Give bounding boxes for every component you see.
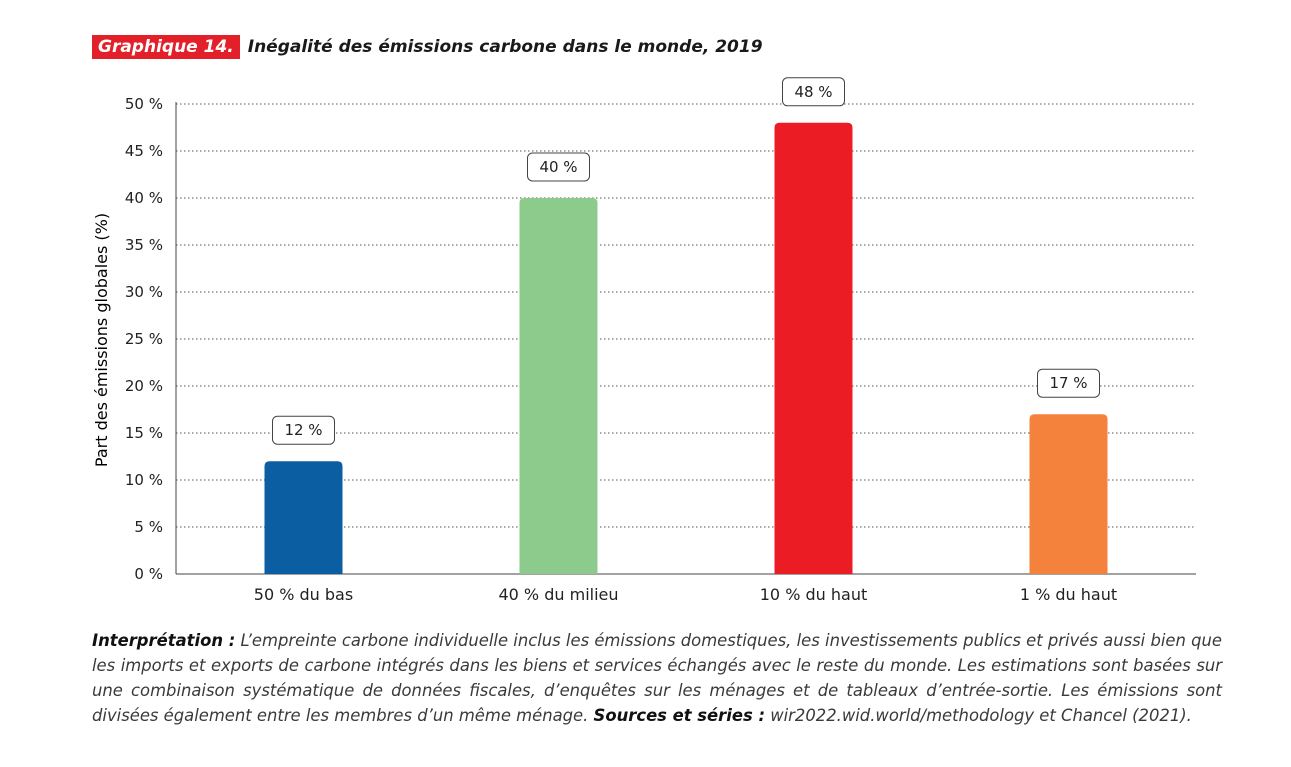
x-category-label: 50 % du bas xyxy=(254,585,353,604)
x-category-labels: 50 % du bas 40 % du milieu 10 % du haut 1 %… xyxy=(254,585,1117,604)
y-tick-label: 15 % xyxy=(125,424,163,442)
data-label: 12 % xyxy=(284,421,322,439)
y-tick-label: 50 % xyxy=(125,95,163,113)
x-category-label: 1 % du haut xyxy=(1020,585,1117,604)
y-tick-labels: 0 % 5 % 10 % 15 % 20 % 25 % 30 % 35 % 40 % 45 % 50… xyxy=(125,95,163,583)
y-tick-label: 0 % xyxy=(134,565,163,583)
sources-text: wir2022.wid.world/methodology et Chancel… xyxy=(765,706,1192,725)
data-labels: 12 % 40 % 48 % 17 % xyxy=(272,77,1100,445)
figure-number-tag: Graphique 14. xyxy=(92,35,240,59)
data-label-box xyxy=(1037,368,1100,398)
y-tick-label: 20 % xyxy=(125,377,163,395)
bar-chart: 0 % 5 % 10 % 15 % 20 % 25 % 30 % 35 % 40 % 45 % 50… xyxy=(92,77,1196,604)
y-tick-label: 25 % xyxy=(125,330,163,348)
y-tick-label: 5 % xyxy=(134,518,163,536)
interpretation-label: Interprétation : xyxy=(92,631,236,650)
bar xyxy=(774,122,853,575)
bar xyxy=(1029,414,1108,574)
data-label: 40 % xyxy=(539,158,577,176)
interpretation-note: Interprétation : L’empreinte carbone ind… xyxy=(92,628,1222,728)
bar xyxy=(519,198,598,574)
interpretation-text: L’empreinte carbone individuelle inclus … xyxy=(92,631,1222,725)
data-label-box xyxy=(527,152,590,182)
data-label: 17 % xyxy=(1049,374,1087,392)
y-tick-label: 35 % xyxy=(125,236,163,254)
bar xyxy=(264,461,343,574)
y-tick-label: 30 % xyxy=(125,283,163,301)
data-label-box xyxy=(272,415,335,445)
y-tick-label: 45 % xyxy=(125,142,163,160)
sources-label: Sources et séries : xyxy=(593,706,766,725)
x-category-label: 40 % du milieu xyxy=(498,585,618,604)
bars xyxy=(264,122,1108,575)
data-label: 48 % xyxy=(794,83,832,101)
y-axis-label: Part des émissions globales (%) xyxy=(92,213,111,467)
y-tick-label: 10 % xyxy=(125,471,163,489)
x-category-label: 10 % du haut xyxy=(760,585,867,604)
figure-title: Inégalité des émissions carbone dans le … xyxy=(247,37,763,57)
data-label-box xyxy=(782,77,845,107)
y-tick-label: 40 % xyxy=(125,189,163,207)
chart-title: Graphique 14. Inégalité des émissions ca… xyxy=(92,34,763,60)
axes xyxy=(175,102,1196,575)
